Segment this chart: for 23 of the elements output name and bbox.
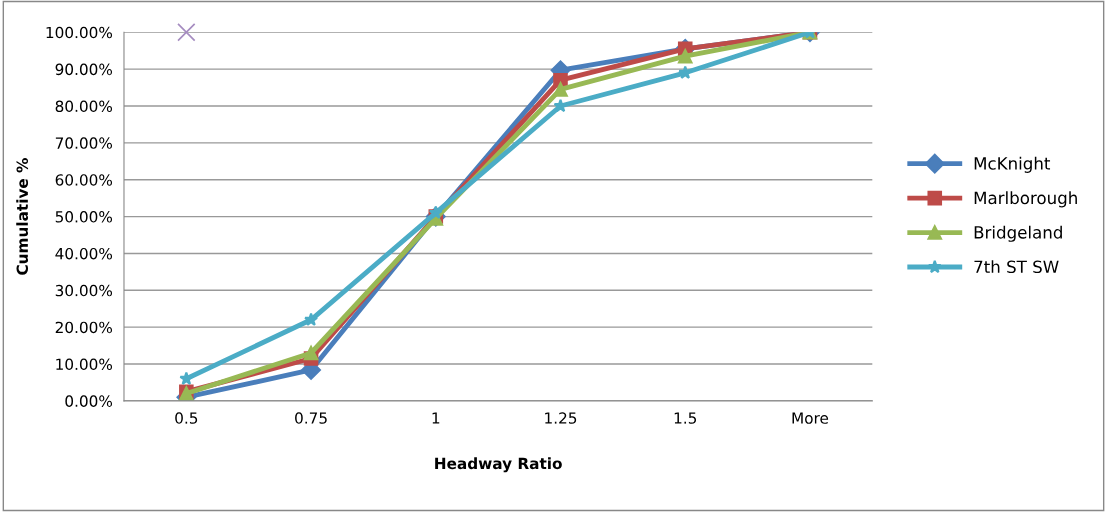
- y-axis-title: Cumulative %: [16, 158, 29, 275]
- legend-label: McKnight: [974, 156, 1051, 173]
- y-tick-label: 0.00%: [65, 395, 113, 407]
- y-tick-label: 80.00%: [55, 100, 113, 113]
- legend-label: Bridgeland: [974, 225, 1062, 242]
- legend-label: Marlborough: [974, 191, 1077, 208]
- x-tick-label: 1.25: [545, 412, 577, 424]
- x-tick-label: 1.5: [674, 412, 697, 424]
- y-tick-label: 10.00%: [56, 358, 113, 371]
- y-tick-label: 50.00%: [55, 211, 113, 223]
- legend-label: 7th ST SW: [974, 260, 1059, 274]
- x-axis-title: Headway Ratio: [435, 457, 562, 473]
- y-tick-label: 70.00%: [55, 137, 113, 149]
- x-tick-label: 0.5: [175, 412, 198, 424]
- y-tick-label: 100.00%: [46, 26, 113, 39]
- x-tick-label: 1: [432, 412, 440, 424]
- y-tick-label: 20.00%: [55, 321, 113, 334]
- y-tick-label: 30.00%: [55, 284, 113, 297]
- y-tick-label: 90.00%: [55, 63, 113, 76]
- x-tick-label: 0.75: [295, 412, 327, 424]
- x-tick-label: More: [792, 412, 829, 424]
- y-tick-label: 40.00%: [55, 247, 113, 260]
- y-tick-label: 60.00%: [55, 174, 113, 186]
